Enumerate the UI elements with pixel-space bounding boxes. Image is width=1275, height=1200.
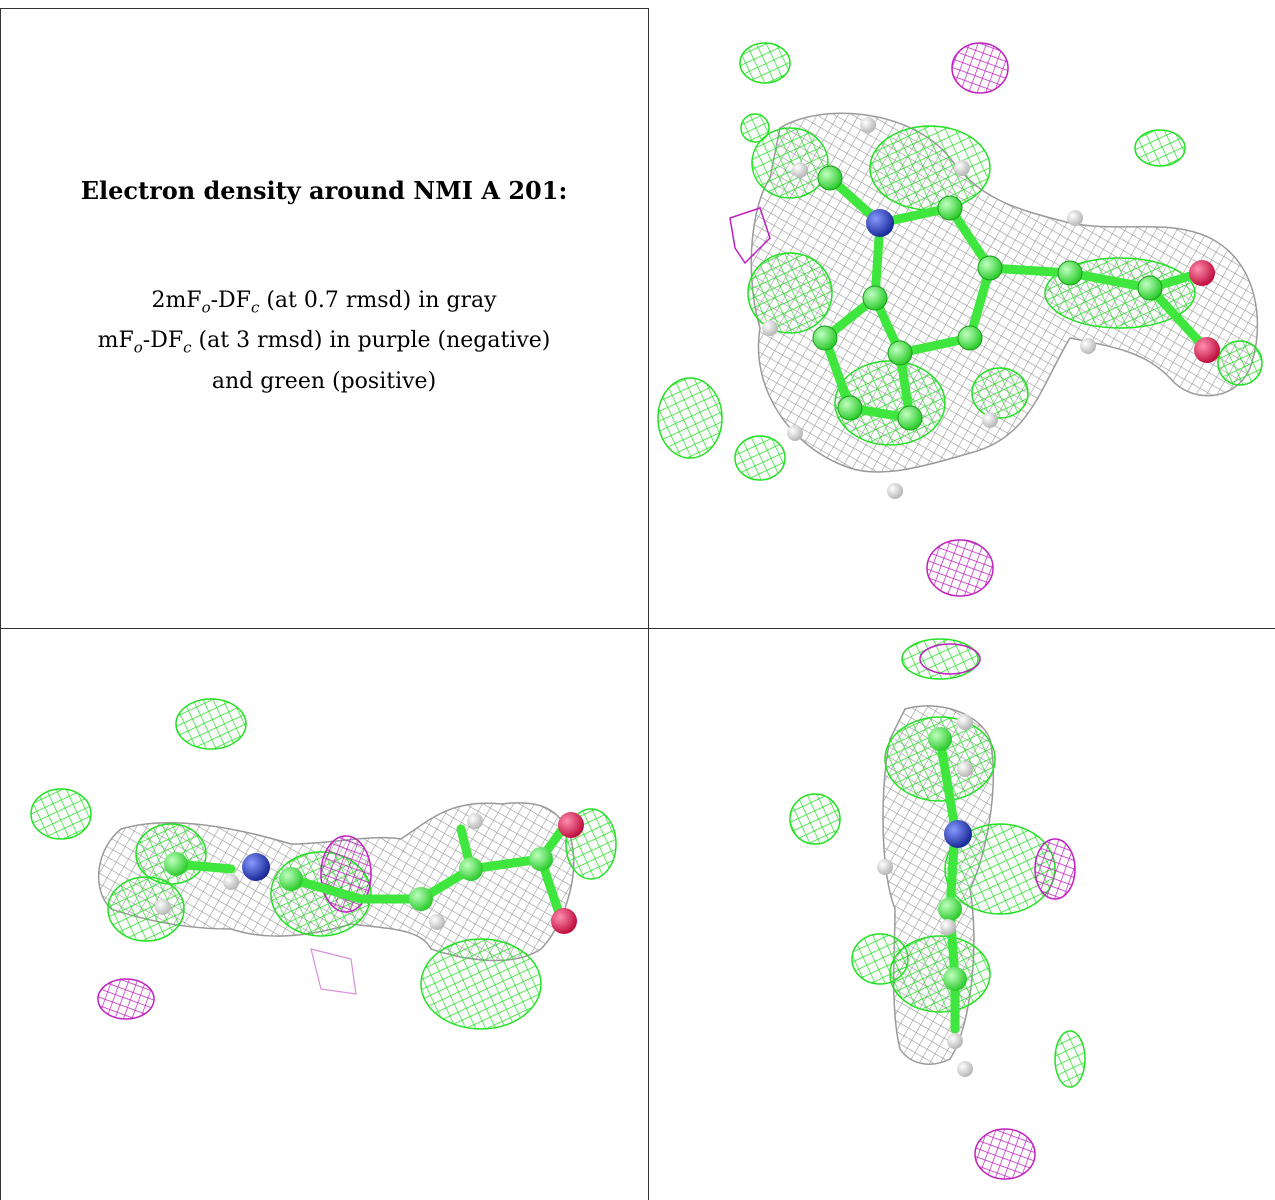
caption-title: Electron density around NMI A 201: — [80, 176, 568, 205]
table-border-top — [0, 8, 648, 9]
caption-line-fo-fc: mFo-DFc (at 3 rmsd) in purple (negative) — [97, 328, 551, 357]
caption-cell: Electron density around NMI A 201: 2mFo-… — [0, 8, 648, 628]
caption-description: 2mFo-DFc (at 0.7 rmsd) in gray mFo-DFc (… — [0, 284, 648, 399]
top-right-view — [650, 8, 1275, 628]
table-divider-vertical — [648, 8, 649, 1200]
table-border-left — [0, 8, 1, 1200]
bottom-right-view — [650, 629, 1275, 1200]
caption-line-2fo-fc: 2mFo-DFc (at 0.7 rmsd) in gray — [151, 288, 497, 317]
bottom-left-view — [1, 629, 647, 1200]
figure-table — [0, 8, 1275, 1200]
table-divider-horizontal — [0, 628, 1275, 629]
caption-line-colors: and green (positive) — [211, 368, 437, 394]
